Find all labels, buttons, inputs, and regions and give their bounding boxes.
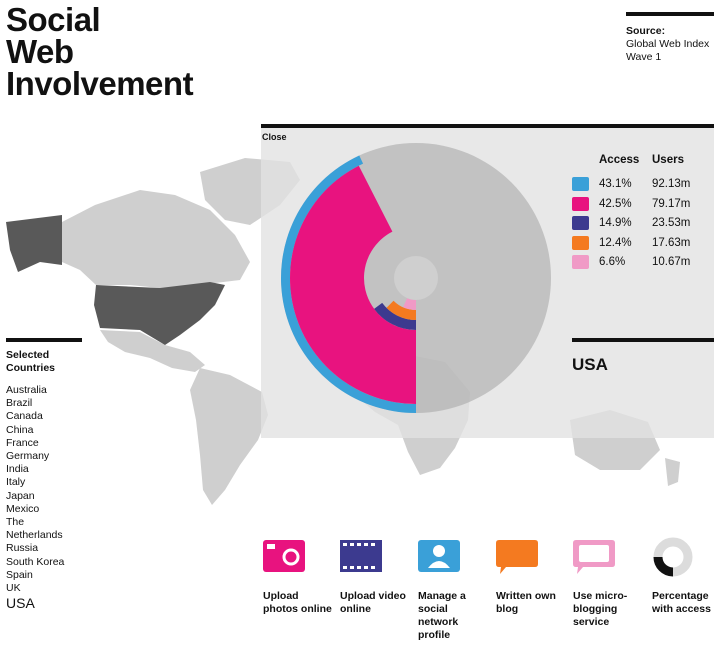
mexico-shape [100,330,205,372]
source-text: Global Web Index [626,38,710,50]
chart-sector [403,298,416,310]
legend-header: Access Users [572,154,714,176]
key-item: Upload photos online [263,540,335,616]
key-label: Upload video online [340,590,406,615]
percentage-icon [652,537,714,578]
video-icon [572,216,589,230]
country-item[interactable]: Mexico [6,502,40,515]
source-text: Wave 1 [626,51,662,63]
legend-access: 43.1% [599,178,632,190]
source-label: Source: [626,25,666,37]
video-icon [340,540,412,578]
legend-row: 14.9% 23.53m [572,215,714,235]
usa-shape [94,282,225,345]
legend-row: 42.5% 79.17m [572,196,714,216]
legend-users: 79.17m [652,197,691,210]
legend-access: 12.4% [599,236,632,249]
legend-users: 17.63m [652,236,691,249]
key-item: Percentage with access [652,537,714,616]
country-item[interactable]: Brazil [6,397,33,410]
key-label: Manage a social network profile [418,590,466,641]
blog-icon [572,235,589,250]
country-item[interactable]: Russia [6,542,39,555]
country-item[interactable]: South Korea [6,555,65,568]
photo-icon [263,540,335,578]
title-line: Social [6,1,101,38]
south-america-shape [190,368,268,505]
country-item[interactable]: Italy [6,476,26,489]
key-item: Use micro-blogging service [573,540,645,629]
social-network-icon [572,177,589,191]
canada-shape [62,190,250,290]
title-line: Involvement [6,65,194,102]
country-item[interactable]: UK [6,582,21,595]
key-item: Upload video online [340,540,412,616]
legend-users: 23.53m [652,217,691,229]
key-label: Written own blog [496,590,556,615]
users-header: Users [652,154,684,166]
legend: Access Users 43.1% 92.13m 42.5% 79.17m 1… [572,154,714,274]
country-item[interactable]: Japan [6,489,35,502]
country-item[interactable]: The Netherlands [6,516,63,542]
legend-row: 12.4% 17.63m [572,235,714,255]
country-list-heading: Selected Countries [6,349,56,374]
photo-icon [572,196,589,211]
page-title: Social Web Involvement [6,1,194,102]
selected-country-label: USA [572,338,714,375]
country-item[interactable]: Canada [6,410,43,423]
legend-users: 92.13m [652,178,691,190]
country-item-selected[interactable]: USA [6,595,35,612]
key-label: Upload photos online [263,590,332,615]
key-item: Manage a social network profile [418,540,490,642]
close-button[interactable]: Close [262,132,287,142]
title-line: Web [6,33,74,70]
country-item[interactable]: Spain [6,568,33,581]
chart-center-disc [394,256,438,300]
country-item[interactable]: Australia [6,384,47,396]
blog-icon [496,540,568,578]
legend-row: 43.1% 92.13m [572,176,714,196]
social-network-icon [418,540,490,578]
legend-access: 14.9% [599,217,632,229]
chart-sector [290,165,416,405]
source-note: Source: Global Web Index Wave 1 [626,12,714,64]
legend-users: 10.67m [652,256,691,268]
country-item[interactable]: Germany [6,450,50,463]
key-label: Percentage with access [652,590,711,615]
legend-access: 42.5% [599,197,632,210]
legend-access: 6.6% [599,256,626,268]
legend-row: 6.6% 10.67m [572,254,714,274]
country-item[interactable]: India [6,463,29,476]
new-zealand-shape [665,458,680,486]
alaska-shape [6,215,62,272]
chart-sector [374,302,416,330]
access-header: Access [599,154,640,166]
country-item[interactable]: China [6,423,34,436]
key-item: Written own blog [496,540,568,616]
country-item[interactable]: France [6,436,39,449]
microblog-icon [573,540,645,578]
microblog-icon [572,255,589,269]
country-list: Selected Countries Australia Brazil Cana… [6,338,82,611]
chart-sector [386,300,416,320]
key-label: Use micro-blogging service [573,590,628,628]
